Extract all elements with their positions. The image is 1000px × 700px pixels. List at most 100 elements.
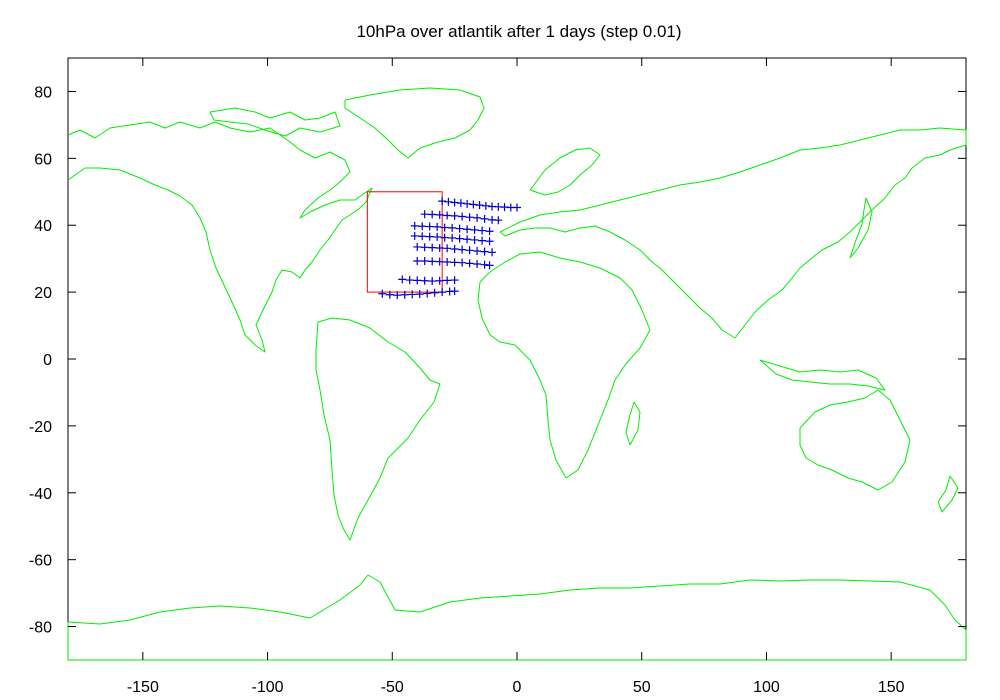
data-point — [430, 288, 439, 297]
data-point — [480, 214, 489, 223]
data-point — [428, 210, 437, 219]
y-tick-label: 0 — [43, 352, 52, 369]
data-point — [450, 244, 459, 253]
data-point — [400, 290, 409, 299]
data-point — [428, 243, 437, 252]
data-point — [438, 288, 447, 297]
data-point — [473, 213, 482, 222]
data-point — [478, 226, 487, 235]
coastline-madagascar — [625, 401, 641, 446]
region-box — [366, 191, 443, 293]
data-point — [469, 200, 478, 209]
y-tick-label: 40 — [34, 218, 52, 235]
data-point — [435, 210, 444, 219]
coastline-eurasia — [499, 127, 967, 339]
data-point — [420, 243, 429, 252]
data-point — [405, 276, 414, 285]
data-point — [425, 222, 434, 231]
data-point — [413, 257, 422, 266]
data-point — [470, 225, 479, 234]
data-point — [428, 277, 437, 286]
data-point — [393, 291, 402, 300]
coastline-australia — [799, 389, 911, 491]
coastline-arctic-islands — [209, 107, 341, 137]
chart-title: 10hPa over atlantik after 1 days (step 0… — [356, 22, 681, 41]
data-point — [433, 232, 442, 241]
data-point — [443, 211, 452, 220]
y-tick-label: 60 — [34, 151, 52, 168]
data-point — [448, 233, 457, 242]
data-point — [413, 242, 422, 251]
data-point — [488, 248, 497, 257]
y-tick-label: 80 — [34, 84, 52, 101]
data-point — [378, 289, 387, 298]
y-tick-label: -80 — [29, 620, 52, 637]
data-point — [465, 213, 474, 222]
axes: -150 -100 -50 0 50 100 150 -80 -60 -40 -20 0 20 40 60 8… — [29, 58, 966, 696]
data-point — [450, 287, 459, 296]
x-tick-label: -150 — [127, 679, 159, 696]
data-point — [385, 290, 394, 299]
x-tick-label: -100 — [252, 679, 284, 696]
data-point — [410, 231, 419, 240]
coastline-north-america — [67, 121, 373, 353]
data-point — [455, 234, 464, 243]
data-point — [418, 232, 427, 241]
coastline-indonesia — [759, 359, 886, 391]
data-point — [420, 210, 429, 219]
data-point — [470, 235, 479, 244]
data-point — [425, 232, 434, 241]
data-point — [450, 258, 459, 267]
data-point — [413, 276, 422, 285]
data-point — [463, 199, 472, 208]
data-point — [480, 260, 489, 269]
data-point — [423, 289, 432, 298]
data-point — [433, 222, 442, 231]
data-point — [475, 201, 484, 210]
x-tick-label: 150 — [878, 679, 905, 696]
y-tick-label: -60 — [29, 553, 52, 570]
data-point — [410, 221, 419, 230]
plot-frame — [67, 57, 967, 661]
data-point — [465, 259, 474, 268]
data-point — [513, 203, 521, 212]
y-tick-label: -20 — [29, 419, 52, 436]
coastline-greenland — [344, 87, 485, 159]
coastline-new-zealand — [937, 475, 959, 513]
data-point — [448, 223, 457, 232]
y-tick-label: 20 — [34, 285, 52, 302]
data-point — [473, 260, 482, 269]
data-point — [418, 222, 427, 231]
data-point — [481, 201, 490, 210]
data-point — [455, 224, 464, 233]
data-point — [420, 276, 429, 285]
coastline-antarctica — [67, 574, 967, 661]
data-point — [450, 276, 459, 285]
coastlines — [67, 87, 967, 661]
data-point — [480, 247, 489, 256]
data-point — [435, 257, 444, 266]
data-point — [440, 223, 449, 232]
data-point — [485, 237, 494, 246]
data-point — [463, 235, 472, 244]
data-point — [485, 261, 494, 270]
x-tick-label: 100 — [753, 679, 780, 696]
data-point — [456, 199, 465, 208]
data-point — [473, 246, 482, 255]
data-point — [465, 246, 474, 255]
x-tick-label: -50 — [381, 679, 404, 696]
data-point — [428, 257, 437, 266]
data-point — [420, 257, 429, 266]
coastline-south-america — [315, 317, 441, 541]
data-point — [478, 236, 487, 245]
data-point — [443, 258, 452, 267]
data-point — [463, 225, 472, 234]
data-point — [443, 244, 452, 253]
data-point — [398, 275, 407, 284]
x-tick-label: 50 — [633, 679, 651, 696]
coastline-africa — [477, 251, 651, 479]
data-point — [440, 233, 449, 242]
y-tick-label: -40 — [29, 486, 52, 503]
data-point — [444, 197, 453, 206]
data-point — [458, 212, 467, 221]
